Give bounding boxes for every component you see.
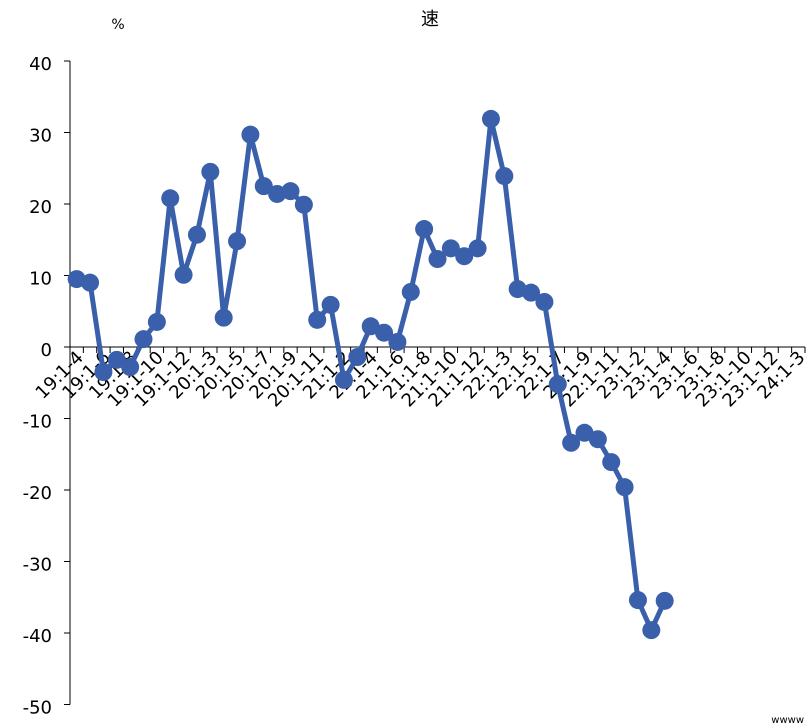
y-unit: %: [111, 17, 124, 33]
point: [348, 348, 367, 367]
y-tick-label: 0: [41, 340, 52, 361]
point: [468, 239, 487, 258]
y-tick-label: -30: [23, 555, 52, 576]
y-tick-label: 10: [29, 269, 52, 290]
point: [214, 308, 233, 327]
y-tick-label: -50: [23, 698, 52, 719]
point: [522, 283, 541, 302]
point: [334, 370, 353, 389]
point: [134, 330, 153, 349]
point: [187, 225, 206, 244]
chart-title: 速: [421, 9, 439, 30]
point: [241, 125, 260, 144]
point: [107, 350, 126, 369]
y-tick-label: 20: [29, 197, 52, 218]
point: [628, 591, 647, 610]
point: [308, 310, 327, 329]
point: [455, 247, 474, 266]
point: [548, 375, 567, 394]
y-tick-label: 40: [29, 54, 52, 75]
point: [562, 433, 581, 452]
point: [94, 363, 113, 382]
point: [415, 220, 434, 239]
point: [161, 189, 180, 208]
point: [655, 591, 674, 610]
point: [281, 182, 300, 201]
point: [401, 282, 420, 301]
point: [481, 109, 500, 128]
point: [254, 177, 273, 196]
point: [147, 312, 166, 331]
point: [201, 162, 220, 181]
note: wwww: [771, 715, 804, 724]
point: [81, 273, 100, 292]
point: [428, 250, 447, 269]
point: [321, 295, 340, 314]
point: [294, 195, 313, 214]
point: [121, 358, 140, 377]
y-tick-label: -10: [23, 412, 52, 433]
point: [228, 232, 247, 251]
point: [495, 167, 514, 186]
point: [375, 323, 394, 342]
point: [174, 265, 193, 284]
point: [441, 239, 460, 258]
point: [535, 292, 554, 311]
point: [268, 184, 287, 203]
point: [642, 621, 661, 640]
point: [361, 317, 380, 336]
point: [588, 430, 607, 449]
y-tick-label: 30: [29, 126, 52, 147]
y-tick-label: -20: [23, 483, 52, 504]
point: [575, 423, 594, 442]
y-tick-label: -40: [23, 626, 52, 647]
point: [602, 453, 621, 472]
point: [615, 478, 634, 497]
point: [388, 332, 407, 351]
